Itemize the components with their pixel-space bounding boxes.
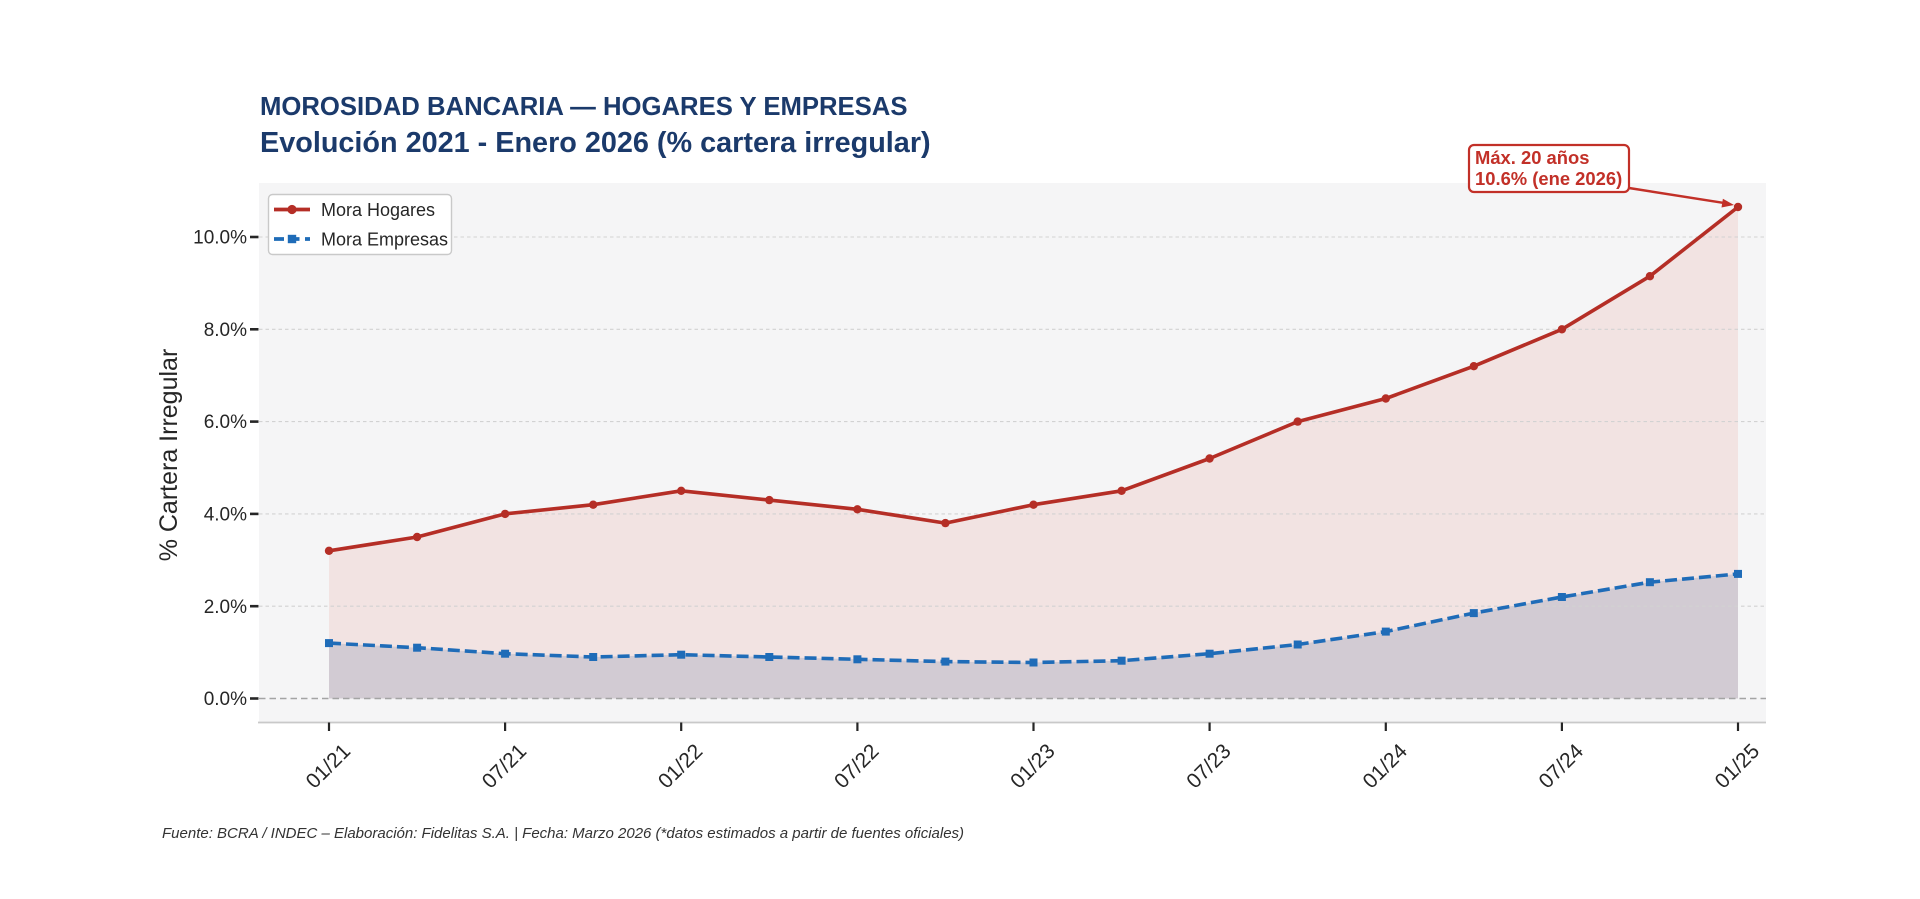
svg-text:07/24: 07/24 [1535,739,1589,793]
svg-text:% Cartera Irregular: % Cartera Irregular [155,349,183,562]
svg-text:07/23: 07/23 [1182,740,1235,793]
svg-text:2.0%: 2.0% [204,597,247,618]
svg-text:01/22: 01/22 [654,740,707,793]
svg-text:4.0%: 4.0% [204,505,247,526]
svg-text:01/25: 01/25 [1711,740,1764,793]
svg-text:10.6% (ene 2026): 10.6% (ene 2026) [1475,168,1622,189]
svg-text:01/24: 01/24 [1358,739,1412,793]
svg-text:01/21: 01/21 [302,740,355,793]
svg-text:0.0%: 0.0% [204,689,247,710]
svg-text:07/21: 07/21 [478,740,531,793]
svg-text:MOROSIDAD BANCARIA — HOGARES Y: MOROSIDAD BANCARIA — HOGARES Y EMPRESAS [260,93,908,121]
svg-text:01/23: 01/23 [1006,740,1059,793]
svg-text:Máx. 20 años: Máx. 20 años [1475,147,1589,168]
svg-text:Mora Hogares: Mora Hogares [321,200,435,220]
svg-text:Evolución 2021 - Enero 2026 (%: Evolución 2021 - Enero 2026 (% cartera i… [260,127,931,159]
svg-text:6.0%: 6.0% [204,412,247,433]
svg-text:07/22: 07/22 [830,740,883,793]
svg-text:Mora Empresas: Mora Empresas [321,230,448,250]
svg-text:8.0%: 8.0% [204,320,247,341]
svg-text:10.0%: 10.0% [193,228,247,249]
svg-text:Fuente: BCRA / INDEC – Elabora: Fuente: BCRA / INDEC – Elaboración: Fide… [162,825,964,842]
